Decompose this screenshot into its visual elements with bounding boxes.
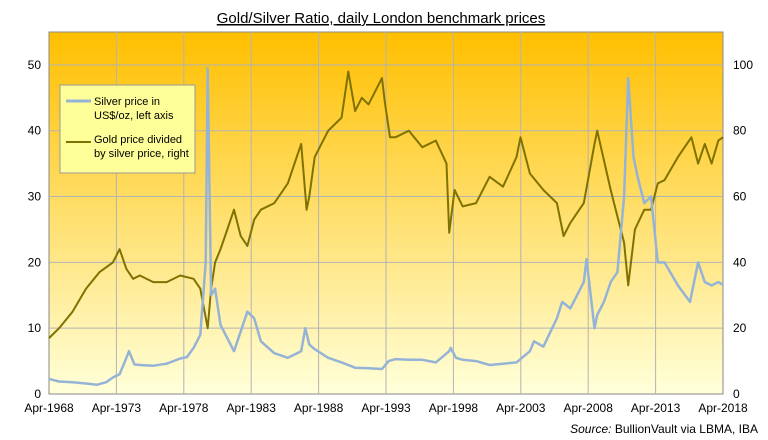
x-tick-label: Apr-2008: [564, 401, 614, 415]
x-tick-label: Apr-1993: [361, 401, 411, 415]
legend: Silver price in US$/oz, left axis Gold p…: [59, 84, 196, 174]
series-line-silver: [48, 66, 724, 387]
legend-label-gold-ratio: Gold price divided by silver price, righ…: [94, 134, 189, 160]
x-tick-label: Apr-2018: [698, 401, 748, 415]
x-tick-label: Apr-1988: [294, 401, 344, 415]
right-axis-tick-label: 40: [733, 255, 747, 269]
right-axis-tick-label: 60: [733, 190, 747, 204]
left-axis-tick-label: 10: [28, 321, 42, 335]
x-tick-label: Apr-1978: [159, 401, 209, 415]
axis-labels: Apr-1968 Apr-1973 Apr-1978 Apr-1983 Apr-1988…: [24, 58, 753, 415]
source-note: Source: BullionVault via LBMA, IBA: [570, 422, 758, 436]
right-axis-tick-label: 80: [733, 124, 747, 138]
left-axis-tick-label: 40: [28, 124, 42, 138]
left-axis-tick-label: 50: [28, 58, 42, 72]
left-axis-tick-label: 30: [28, 190, 42, 204]
x-tick-label: Apr-2003: [496, 401, 546, 415]
legend-label-silver: Silver price in US$/oz, left axis: [94, 96, 174, 122]
x-tick-label: Apr-1968: [24, 401, 74, 415]
series-line-gold-ratio: [48, 70, 724, 339]
x-tick-label: Apr-1983: [227, 401, 277, 415]
right-axis-tick-label: 100: [733, 58, 753, 72]
left-axis-tick-label: 20: [28, 255, 42, 269]
left-axis-tick-label: 0: [34, 387, 41, 401]
series-layer: [48, 66, 724, 387]
right-axis-tick-label: 0: [733, 387, 740, 401]
chart-title: Gold/Silver Ratio, daily London benchmar…: [217, 10, 546, 27]
x-tick-label: Apr-2013: [631, 401, 681, 415]
x-tick-label: Apr-1973: [92, 401, 142, 415]
x-tick-label: Apr-1998: [429, 401, 479, 415]
right-axis-tick-label: 20: [733, 321, 747, 335]
